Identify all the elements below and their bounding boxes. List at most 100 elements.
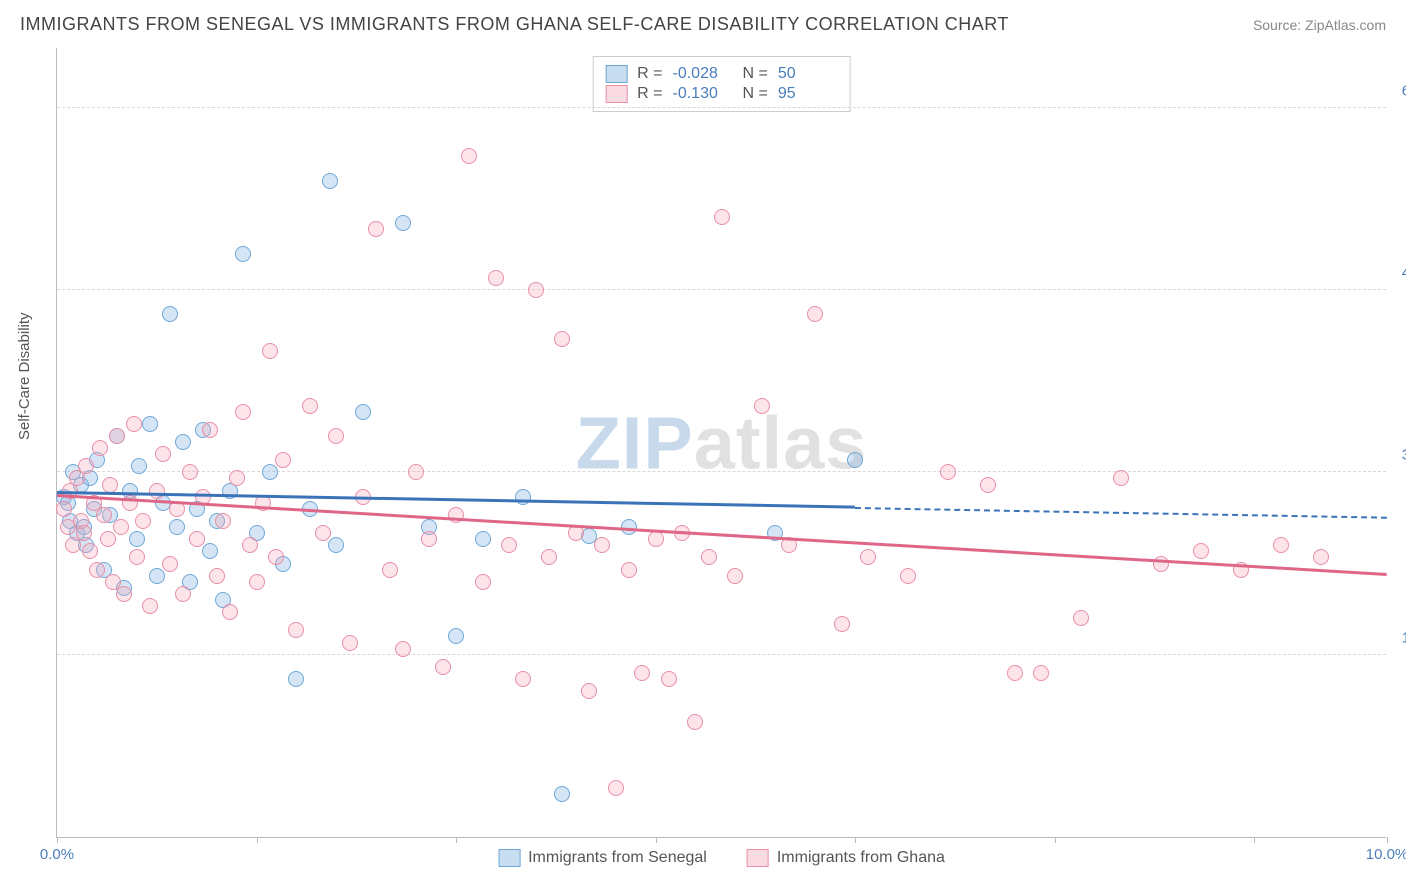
scatter-point-ghana bbox=[100, 531, 116, 547]
scatter-point-ghana bbox=[275, 452, 291, 468]
scatter-point-ghana bbox=[113, 519, 129, 535]
scatter-point-senegal bbox=[395, 215, 411, 231]
scatter-point-senegal bbox=[202, 543, 218, 559]
chart-source: Source: ZipAtlas.com bbox=[1253, 17, 1386, 33]
scatter-point-ghana bbox=[1033, 665, 1049, 681]
scatter-point-ghana bbox=[242, 537, 258, 553]
scatter-point-ghana bbox=[368, 221, 384, 237]
scatter-point-ghana bbox=[621, 562, 637, 578]
scatter-point-ghana bbox=[249, 574, 265, 590]
y-tick-label: 3.0% bbox=[1392, 447, 1406, 464]
scatter-point-ghana bbox=[461, 148, 477, 164]
scatter-chart: ZIPatlas R = -0.028 N = 50 R = -0.130 N … bbox=[56, 48, 1386, 838]
scatter-point-ghana bbox=[102, 477, 118, 493]
x-tick bbox=[1254, 837, 1255, 843]
scatter-point-ghana bbox=[89, 562, 105, 578]
y-tick-label: 4.5% bbox=[1392, 265, 1406, 282]
scatter-point-ghana bbox=[1273, 537, 1289, 553]
scatter-point-ghana bbox=[328, 428, 344, 444]
scatter-point-ghana bbox=[860, 549, 876, 565]
gridline-h bbox=[57, 289, 1386, 290]
scatter-point-ghana bbox=[501, 537, 517, 553]
stats-row-senegal: R = -0.028 N = 50 bbox=[605, 65, 838, 83]
scatter-point-ghana bbox=[687, 714, 703, 730]
scatter-point-ghana bbox=[92, 440, 108, 456]
bottom-legend: Immigrants from Senegal Immigrants from … bbox=[498, 849, 945, 867]
scatter-point-senegal bbox=[355, 404, 371, 420]
scatter-point-ghana bbox=[215, 513, 231, 529]
scatter-point-ghana bbox=[235, 404, 251, 420]
scatter-point-ghana bbox=[182, 464, 198, 480]
scatter-point-senegal bbox=[554, 786, 570, 802]
scatter-point-ghana bbox=[1073, 610, 1089, 626]
scatter-point-ghana bbox=[1007, 665, 1023, 681]
r-label: R = bbox=[637, 65, 662, 83]
scatter-point-ghana bbox=[149, 483, 165, 499]
scatter-point-ghana bbox=[202, 422, 218, 438]
scatter-point-senegal bbox=[142, 416, 158, 432]
scatter-point-ghana bbox=[116, 586, 132, 602]
legend-label-ghana: Immigrants from Ghana bbox=[777, 849, 945, 867]
scatter-point-ghana bbox=[581, 683, 597, 699]
stats-row-ghana: R = -0.130 N = 95 bbox=[605, 85, 838, 103]
scatter-point-ghana bbox=[96, 507, 112, 523]
scatter-point-ghana bbox=[209, 568, 225, 584]
scatter-point-ghana bbox=[78, 458, 94, 474]
scatter-point-ghana bbox=[1313, 549, 1329, 565]
scatter-point-ghana bbox=[900, 568, 916, 584]
scatter-point-senegal bbox=[175, 434, 191, 450]
x-tick bbox=[257, 837, 258, 843]
scatter-point-senegal bbox=[847, 452, 863, 468]
scatter-point-ghana bbox=[634, 665, 650, 681]
scatter-point-ghana bbox=[382, 562, 398, 578]
y-tick-label: 6.0% bbox=[1392, 82, 1406, 99]
legend-item-ghana: Immigrants from Ghana bbox=[747, 849, 945, 867]
scatter-point-ghana bbox=[834, 616, 850, 632]
n-label: N = bbox=[743, 65, 768, 83]
scatter-point-senegal bbox=[162, 306, 178, 322]
x-tick-label-left: 0.0% bbox=[40, 846, 74, 863]
n-value-senegal: 50 bbox=[778, 65, 838, 83]
scatter-point-ghana bbox=[175, 586, 191, 602]
y-axis-label: Self-Care Disability bbox=[16, 312, 33, 440]
x-tick-label-right: 10.0% bbox=[1366, 846, 1406, 863]
chart-title: IMMIGRANTS FROM SENEGAL VS IMMIGRANTS FR… bbox=[20, 14, 1009, 35]
scatter-point-ghana bbox=[541, 549, 557, 565]
scatter-point-ghana bbox=[129, 549, 145, 565]
scatter-point-senegal bbox=[475, 531, 491, 547]
scatter-point-senegal bbox=[322, 173, 338, 189]
scatter-point-senegal bbox=[129, 531, 145, 547]
scatter-point-senegal bbox=[169, 519, 185, 535]
swatch-ghana bbox=[605, 85, 627, 103]
scatter-point-ghana bbox=[268, 549, 284, 565]
scatter-point-ghana bbox=[315, 525, 331, 541]
swatch-ghana bbox=[747, 849, 769, 867]
swatch-senegal bbox=[605, 65, 627, 83]
scatter-point-ghana bbox=[980, 477, 996, 493]
scatter-point-ghana bbox=[288, 622, 304, 638]
scatter-point-ghana bbox=[1113, 470, 1129, 486]
scatter-point-ghana bbox=[142, 598, 158, 614]
scatter-point-ghana bbox=[109, 428, 125, 444]
x-tick bbox=[656, 837, 657, 843]
x-tick bbox=[855, 837, 856, 843]
scatter-point-ghana bbox=[515, 671, 531, 687]
scatter-point-ghana bbox=[435, 659, 451, 675]
scatter-point-senegal bbox=[448, 628, 464, 644]
scatter-point-ghana bbox=[648, 531, 664, 547]
scatter-point-ghana bbox=[155, 446, 171, 462]
scatter-point-ghana bbox=[1193, 543, 1209, 559]
scatter-point-ghana bbox=[342, 635, 358, 651]
scatter-point-ghana bbox=[488, 270, 504, 286]
scatter-point-ghana bbox=[807, 306, 823, 322]
x-tick bbox=[456, 837, 457, 843]
scatter-point-ghana bbox=[222, 604, 238, 620]
scatter-point-senegal bbox=[149, 568, 165, 584]
scatter-point-ghana bbox=[395, 641, 411, 657]
scatter-point-ghana bbox=[302, 398, 318, 414]
scatter-point-ghana bbox=[126, 416, 142, 432]
scatter-point-senegal bbox=[235, 246, 251, 262]
scatter-point-senegal bbox=[288, 671, 304, 687]
scatter-point-ghana bbox=[661, 671, 677, 687]
r-value-senegal: -0.028 bbox=[673, 65, 733, 83]
